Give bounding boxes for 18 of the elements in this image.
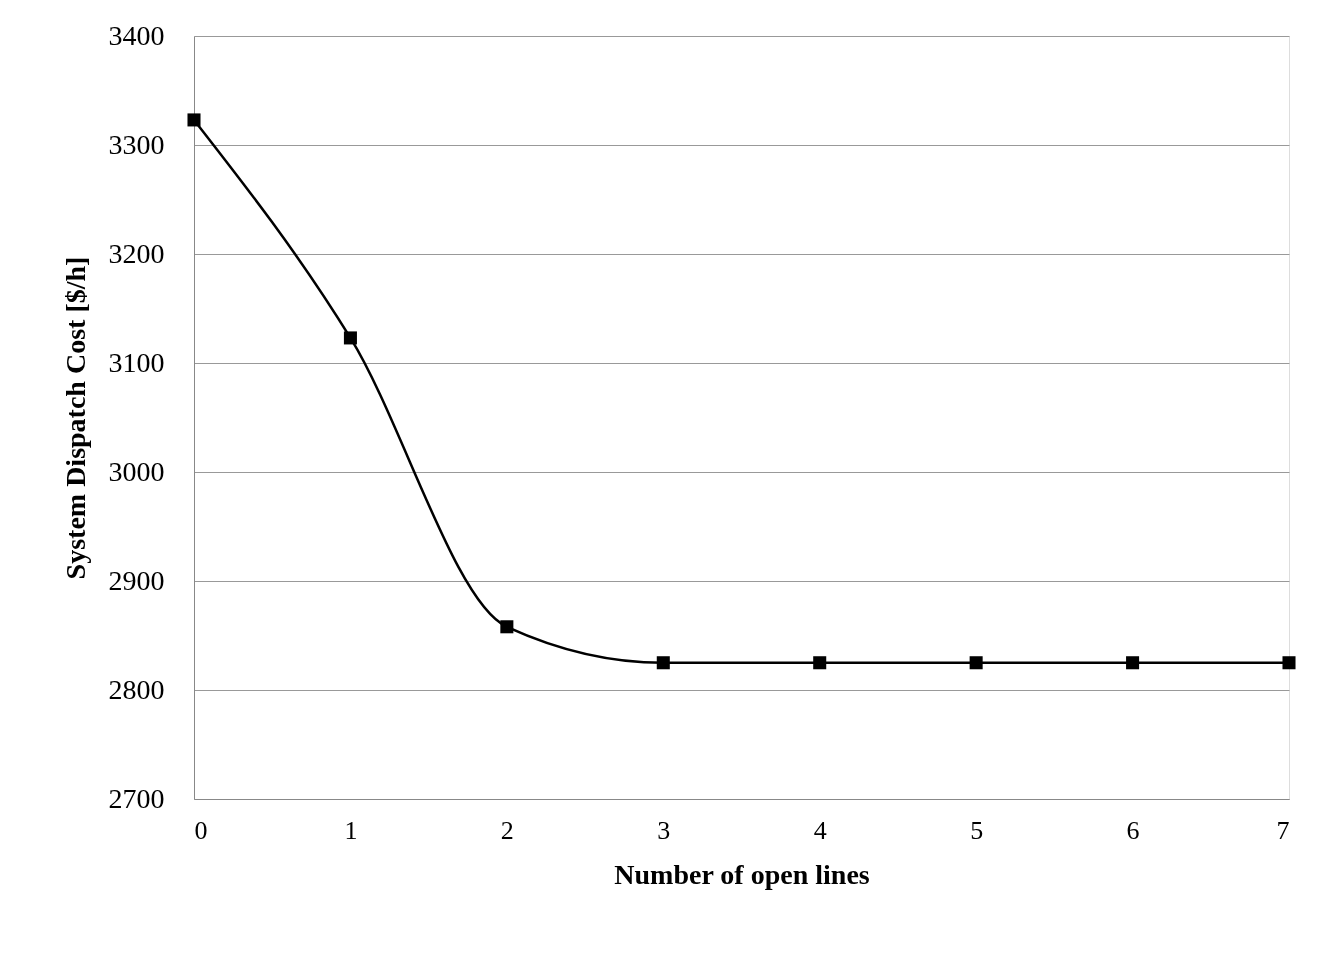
y-tick-label: 3400 [108,19,165,51]
y-tick-label: 3100 [108,346,165,378]
x-tick-label: 6 [1126,815,1140,845]
y-tick-label: 2900 [108,564,165,596]
y-tick-label: 3000 [108,455,165,487]
x-axis-title: Number of open lines [614,858,870,890]
x-tick-label: 0 [194,815,208,845]
y-tick-label: 2800 [108,673,165,705]
y-tick-label: 2700 [108,782,165,814]
x-tick-label: 5 [970,815,984,845]
y-tick-label: 3200 [108,237,165,269]
x-tick-label: 2 [500,815,514,845]
y-tick-label: 3300 [108,128,165,160]
x-tick-label: 4 [813,815,827,845]
y-axis-title: System Dispatch Cost [$/h] [59,256,91,580]
x-tick-label: 7 [1276,815,1290,845]
x-tick-label: 3 [657,815,671,845]
x-tick-label: 1 [344,815,358,845]
